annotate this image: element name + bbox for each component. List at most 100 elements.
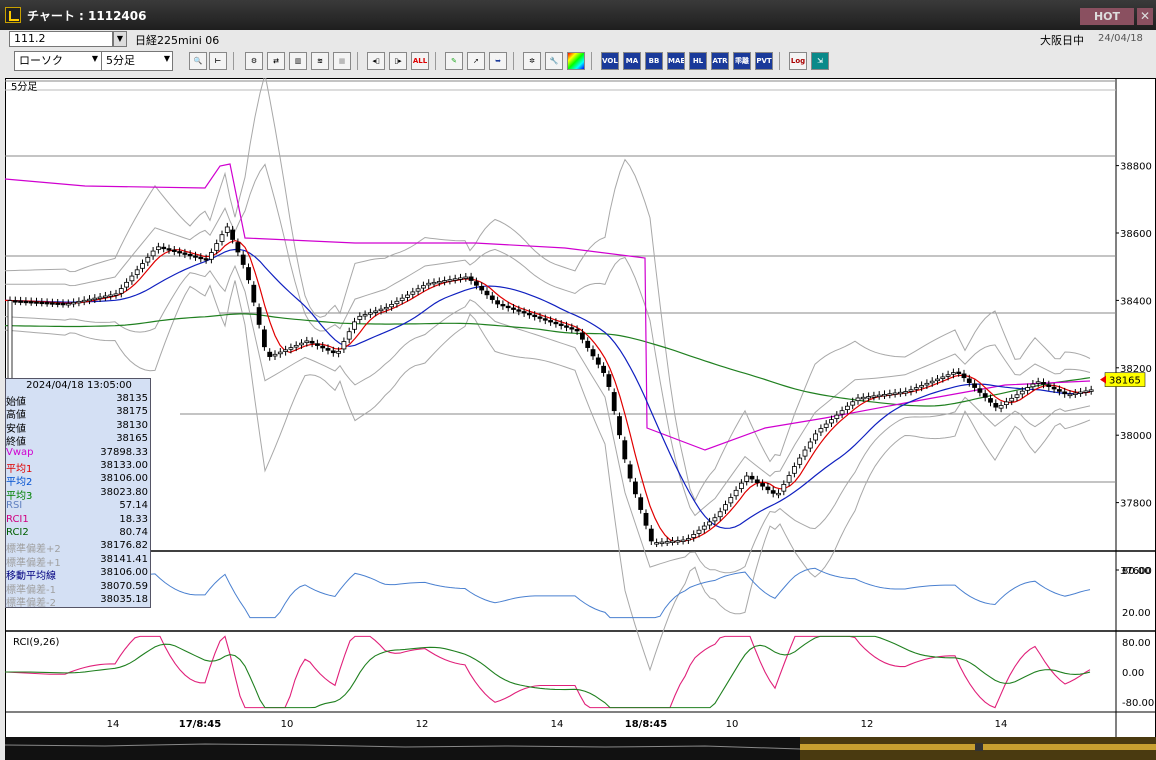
color-palette-icon[interactable] — [567, 52, 585, 70]
candle-body — [293, 344, 299, 348]
candle-body — [208, 252, 214, 260]
info-row: 終値 38165 — [6, 433, 150, 448]
candle-body — [532, 314, 538, 318]
info-value: 38176.82 — [100, 540, 148, 552]
candle-body — [929, 380, 935, 384]
candle-right-icon[interactable]: ▯▸ — [389, 52, 407, 70]
candle-body — [988, 398, 993, 403]
split-icon[interactable]: ⊢ — [209, 52, 227, 70]
info-label: 標準偏差-2 — [6, 598, 56, 609]
wrench-icon[interactable]: 🔧 — [545, 52, 563, 70]
interval-select[interactable]: 5分足 — [101, 51, 173, 71]
info-row: RSI 57.14 — [6, 500, 150, 513]
hl-button[interactable]: HL — [689, 52, 707, 70]
log-button[interactable]: Log — [789, 52, 807, 70]
candle-body — [839, 410, 845, 415]
candle-body — [187, 253, 193, 257]
price-tick-label: 38600 — [1120, 229, 1152, 240]
chart-toolbar: ローソク ▼ 5分足 ▼ 🔍 ⊢ ⚙ ⇄ ▥ ≋ ▦ ◂▯ ▯▸ ALL ✎ ➚… — [0, 48, 1156, 74]
candle-body — [410, 291, 416, 295]
candle-body — [686, 538, 691, 541]
export-icon[interactable]: ⇲ — [811, 52, 829, 70]
info-row: Vwap 37898.33 — [6, 447, 150, 460]
candle-body — [473, 281, 479, 286]
candle-body — [161, 246, 167, 250]
time-tick-label: 18/8:45 — [625, 719, 667, 730]
line-chart-icon[interactable]: ≋ — [311, 52, 329, 70]
chart-type-select[interactable]: ローソク — [14, 51, 102, 71]
bb-button[interactable]: BB — [645, 52, 663, 70]
candle-body — [309, 340, 315, 344]
all-button[interactable]: ALL — [411, 52, 429, 70]
zoom-icon[interactable]: 🔍 — [189, 52, 207, 70]
candle-body — [786, 475, 792, 483]
info-row: 標準偏差+1 38141.41 — [6, 554, 150, 569]
candle-body — [908, 389, 914, 392]
candle-body — [325, 348, 331, 351]
atr-button[interactable]: ATR — [711, 52, 729, 70]
chevron-down-icon[interactable]: ▼ — [91, 54, 99, 63]
candle-body — [601, 365, 606, 373]
ma-button[interactable]: MA — [623, 52, 641, 70]
close-icon[interactable]: ✕ — [1137, 8, 1153, 25]
time-tick-label: 12 — [861, 719, 874, 730]
candle-left-icon[interactable]: ◂▯ — [367, 52, 385, 70]
info-label: RCI2 — [6, 527, 29, 538]
chevron-down-icon[interactable]: ▼ — [163, 54, 171, 63]
settings-icon[interactable]: ⚙ — [245, 52, 263, 70]
hot-button[interactable]: HOT — [1080, 8, 1134, 25]
pvt-button[interactable]: PVT — [755, 52, 773, 70]
kairi-button[interactable]: 乖離 — [733, 52, 751, 70]
info-row: RCI2 80.74 — [6, 527, 150, 540]
time-tick-label: 12 — [416, 719, 429, 730]
candle-body — [71, 302, 76, 305]
candle-body — [436, 281, 442, 284]
symbol-bar: 111.2 ▼ 日経225mini 06 大阪日中 24/04/18 — [0, 30, 1156, 48]
candle-body — [484, 290, 490, 296]
symbol-code-input[interactable]: 111.2 — [9, 31, 113, 47]
pattern-icon[interactable]: ▦ — [333, 52, 351, 70]
candle-body — [87, 298, 92, 302]
candle-body — [913, 387, 919, 390]
candle-body — [1088, 389, 1094, 392]
candle-body — [558, 323, 564, 326]
chart-canvas[interactable]: 38800 38600 38400 38200 38000 37800 37600 38165… — [5, 78, 1156, 738]
info-value: 38023.80 — [100, 486, 148, 498]
candle-body — [489, 295, 495, 300]
candle-body — [113, 293, 119, 296]
chevron-down-icon[interactable]: ▼ — [113, 31, 127, 47]
candle-body — [1014, 394, 1020, 398]
candle-body — [961, 373, 967, 379]
mae-button[interactable]: MAE — [667, 52, 685, 70]
candle-body — [150, 250, 156, 257]
arrow-icon[interactable]: ➥ — [489, 52, 507, 70]
rci-tick-label: 0.00 — [1122, 668, 1144, 679]
candle-body — [882, 394, 887, 397]
candle-body — [283, 349, 289, 352]
price-tick-label: 37600 — [1120, 566, 1152, 577]
candle-body — [177, 251, 183, 254]
info-label: 標準偏差-1 — [6, 584, 56, 596]
candle-body — [1009, 397, 1015, 402]
vol-button[interactable]: VOL — [601, 52, 619, 70]
candle-body — [903, 391, 909, 394]
price-tick-label: 38400 — [1120, 296, 1152, 307]
info-label: 移動平均線 — [6, 571, 56, 583]
info-label: 標準偏差+2 — [6, 544, 61, 556]
gear-icon[interactable]: ✲ — [523, 52, 541, 70]
bar-chart-icon[interactable]: ▥ — [289, 52, 307, 70]
info-row: 標準偏差-1 38070.59 — [6, 581, 150, 596]
candle-body — [1072, 392, 1078, 395]
candle-body — [134, 269, 140, 275]
pencil-icon[interactable]: ✎ — [445, 52, 463, 70]
cursor-icon[interactable]: ➚ — [467, 52, 485, 70]
flow-icon[interactable]: ⇄ — [267, 52, 285, 70]
candle-body — [924, 382, 930, 386]
candle-body — [765, 486, 771, 491]
info-row: 高値 38175 — [6, 406, 150, 421]
info-row: RCI1 18.33 — [6, 514, 150, 527]
candle-body — [855, 397, 861, 402]
candle-body — [723, 504, 728, 511]
time-scrollbar[interactable] — [4, 737, 1156, 760]
candle-body — [527, 312, 532, 316]
